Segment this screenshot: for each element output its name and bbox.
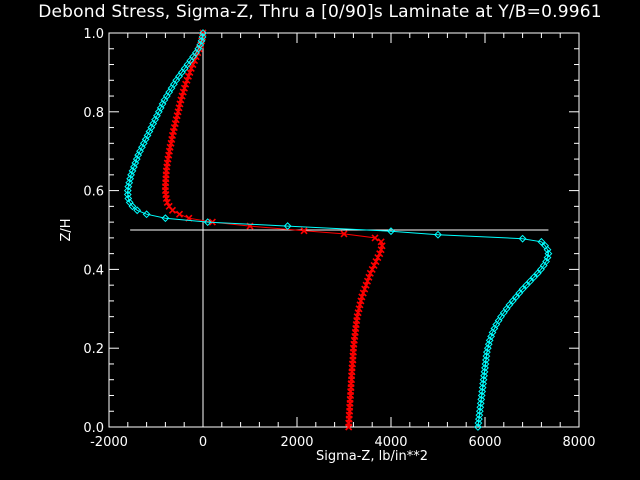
data-point	[175, 210, 184, 218]
data-point	[543, 253, 552, 262]
data-point	[376, 250, 384, 258]
y-tick-label: 1.0	[83, 27, 104, 42]
data-point	[340, 230, 348, 238]
data-point	[133, 206, 142, 215]
y-tick-label: 0.8	[83, 106, 104, 121]
data-point	[475, 411, 484, 420]
data-point	[480, 371, 488, 380]
data-point	[518, 234, 527, 243]
data-point	[377, 238, 385, 246]
data-point	[371, 234, 379, 242]
y-tick-label: 0.6	[83, 185, 104, 200]
data-point	[526, 277, 535, 286]
data-point	[368, 265, 376, 273]
data-point	[161, 214, 170, 223]
data-point	[184, 72, 192, 80]
data-point	[483, 344, 492, 353]
data-point	[361, 285, 369, 293]
data-point	[124, 182, 133, 191]
data-point	[480, 367, 489, 376]
data-point	[512, 293, 520, 301]
x-tick-label: 0	[199, 435, 207, 450]
data-point	[505, 300, 514, 309]
data-point	[474, 423, 482, 431]
data-point	[182, 80, 190, 88]
data-point	[142, 210, 151, 219]
reference-lines	[130, 33, 549, 427]
data-point	[363, 277, 372, 285]
data-point	[359, 289, 367, 297]
data-point	[365, 273, 373, 281]
data-point	[476, 399, 485, 408]
x-tick-label: -2000	[90, 435, 128, 450]
data-point	[482, 356, 490, 364]
data-point	[198, 33, 207, 41]
series-layer	[123, 29, 553, 431]
data-point	[481, 360, 490, 368]
data-point	[474, 415, 483, 424]
data-point	[199, 29, 207, 37]
y-tick-label: 0.0	[83, 421, 104, 436]
data-point	[515, 289, 524, 297]
data-point	[477, 395, 486, 404]
series-1	[161, 29, 386, 431]
y-axis-label: Z/H	[59, 218, 74, 241]
data-point	[474, 419, 483, 427]
data-point	[484, 340, 493, 349]
x-tick-label: 6000	[468, 435, 501, 450]
data-point	[165, 202, 173, 210]
x-tick-label: 4000	[374, 435, 407, 450]
data-point	[434, 230, 442, 239]
data-point	[183, 76, 191, 84]
data-point	[186, 68, 194, 76]
data-point	[366, 269, 374, 277]
data-point	[126, 174, 135, 183]
data-point	[300, 227, 308, 235]
plot-frame	[108, 32, 580, 428]
chart-title: Debond Stress, Sigma-Z, Thru a [0/90]s L…	[38, 2, 602, 22]
data-point	[203, 218, 212, 227]
data-point	[477, 391, 486, 400]
data-point	[358, 293, 366, 301]
data-point	[533, 269, 542, 278]
data-point	[482, 352, 491, 360]
data-point	[478, 387, 487, 396]
data-point	[362, 281, 370, 289]
data-point	[372, 257, 380, 266]
axis-labels: Sigma-Z, lb/in**2 Z/H	[59, 218, 428, 464]
y-tick-label: 0.2	[83, 342, 104, 357]
data-point	[508, 297, 517, 305]
data-point	[529, 273, 538, 282]
data-point	[478, 383, 487, 392]
data-point	[482, 348, 491, 357]
data-point	[537, 237, 546, 246]
data-point	[374, 254, 382, 262]
data-point	[518, 285, 527, 294]
axes-layer: -2000 0 2000 4000 6000 8000 0.0 0.2 0.4 0.6 0.8 1.0	[83, 27, 595, 450]
data-point	[479, 379, 488, 388]
x-tick-label: 2000	[280, 435, 313, 450]
data-point	[370, 261, 378, 270]
data-point	[125, 178, 134, 187]
data-point	[475, 407, 484, 416]
data-point	[476, 403, 485, 412]
x-tick-label: 8000	[562, 435, 595, 450]
data-point	[197, 36, 206, 45]
data-point	[387, 227, 395, 236]
data-point	[124, 194, 133, 203]
data-point	[522, 281, 531, 290]
data-point	[123, 190, 132, 199]
x-axis-label: Sigma-Z, lb/in**2	[316, 449, 428, 464]
series-2	[123, 29, 553, 431]
data-point	[123, 186, 132, 195]
y-tick-label: 0.4	[83, 263, 104, 278]
data-point	[283, 222, 292, 230]
data-point	[479, 375, 488, 384]
data-point	[544, 249, 553, 258]
data-point	[481, 363, 489, 372]
data-point	[541, 241, 550, 250]
